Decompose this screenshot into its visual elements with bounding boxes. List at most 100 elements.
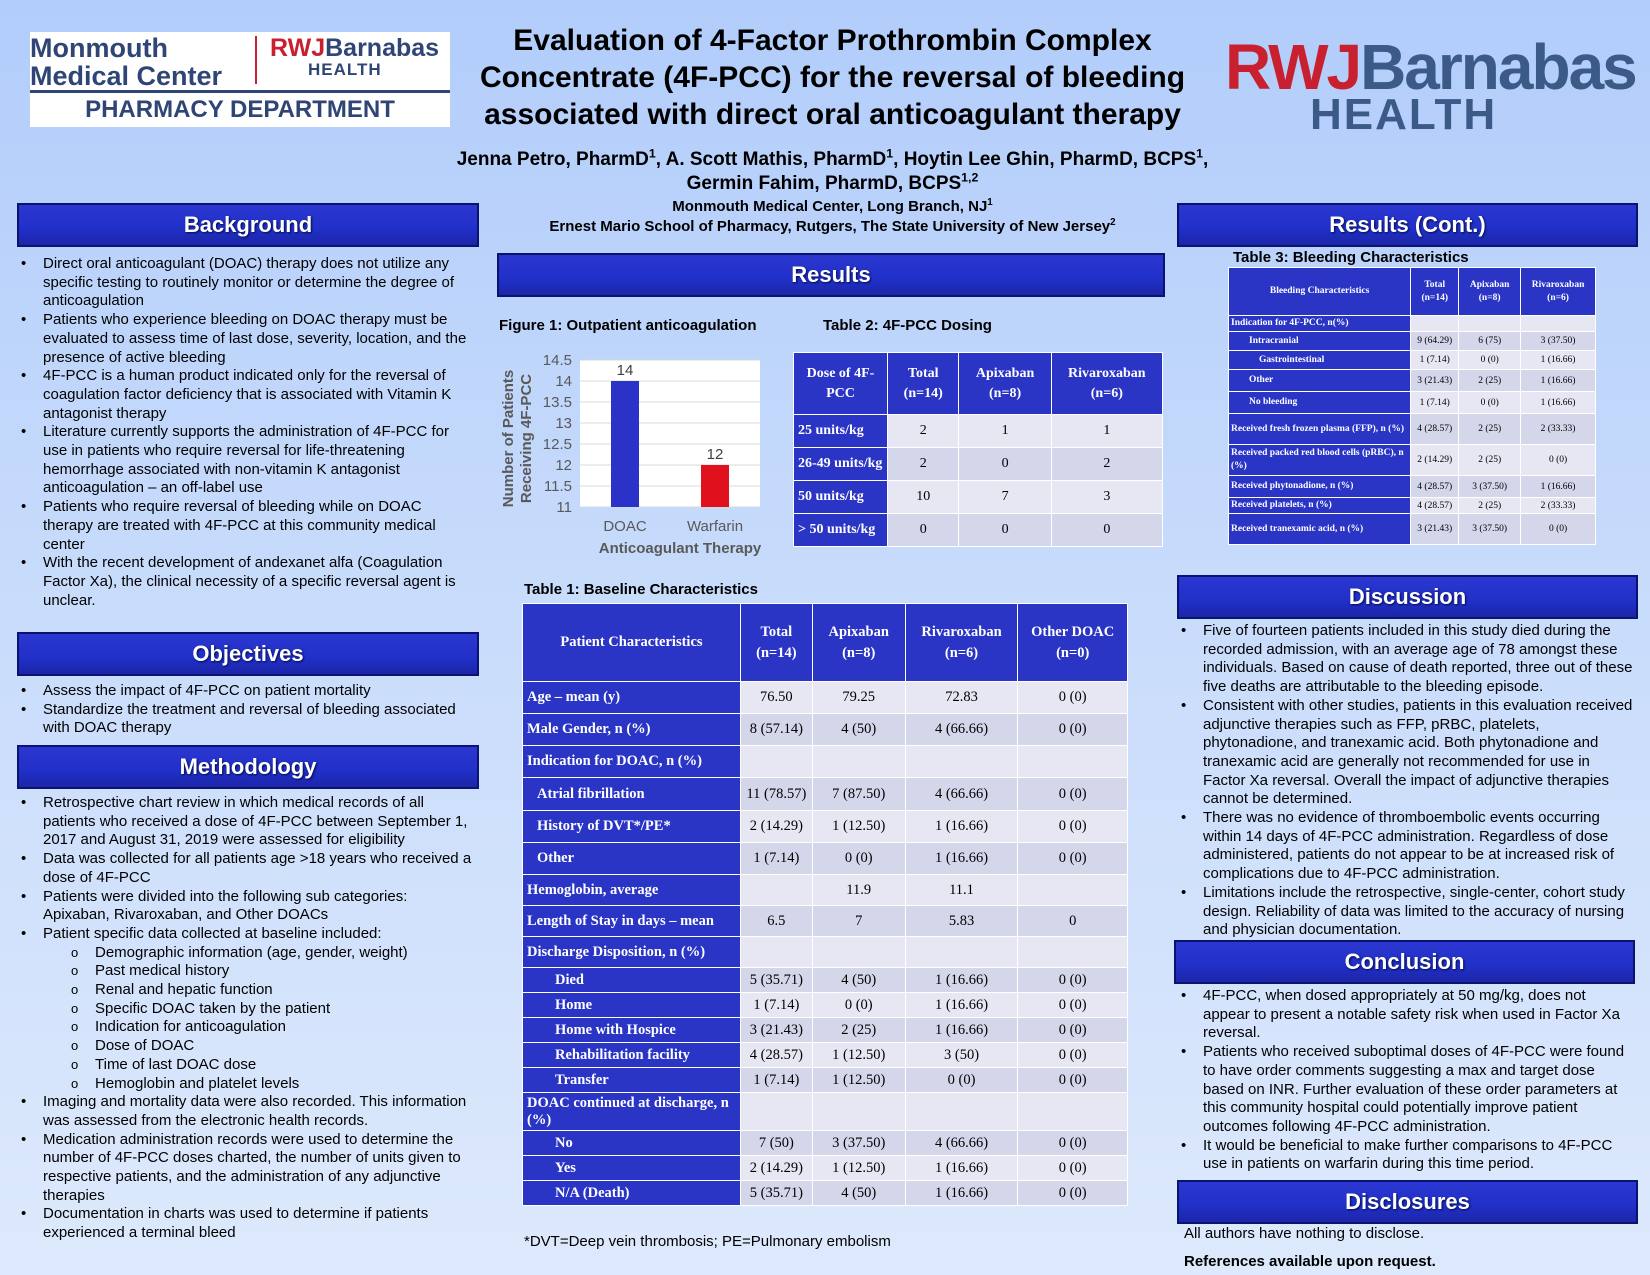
logo-rwj-large-red: RWJ (1225, 31, 1362, 103)
table-header-cell: Total (n=14) (739, 603, 813, 682)
table-cell: 0 (0) (1017, 713, 1128, 746)
y-axis-title-line2: Receiving 4F-PCC (518, 374, 535, 503)
table-cell: 1 (16.66) (904, 992, 1019, 1018)
table-cell (739, 936, 813, 968)
affiliation-1-sup: 1 (987, 197, 993, 208)
table-header-cell: Apixaban (n=8) (958, 352, 1052, 415)
table-cell: 0 (958, 447, 1052, 481)
table-row: 26-49 units/kg 2 0 2 (793, 447, 1164, 481)
table-row: Home with Hospice 3 (21.43) 2 (25) 1 (16.66… (522, 1017, 1128, 1043)
results-cont-heading: Results (Cont.) (1177, 203, 1638, 247)
background-heading: Background (17, 203, 479, 247)
bar-doac (611, 381, 639, 507)
table-row: Other 3 (21.43) 2 (25) 1 (16.66) (1227, 369, 1596, 392)
row-label-cell: Gastrointestinal (1227, 350, 1412, 370)
row-label-cell: Yes (522, 1155, 741, 1181)
y-tick-label: 13.5 (543, 394, 572, 411)
table-cell: 3 (21.43) (1410, 513, 1460, 545)
row-label-cell: Other (522, 842, 741, 875)
list-item: Patients who experience bleeding on DOAC… (17, 311, 472, 367)
table2-header-row: Dose of 4F-PCC Total (n=14) Apixaban (n=8)… (793, 352, 1164, 415)
logo-rwj-large: RWJBarnabas (1225, 35, 1638, 99)
table-cell: 4 (28.57) (1410, 497, 1460, 514)
table-cell (1017, 1092, 1128, 1131)
y-axis-title-line1: Number of Patients (500, 370, 517, 508)
row-label-cell: History of DVT*/PE* (522, 810, 741, 843)
figure1-bar-chart: 11 11.5 12 12.5 13 13.5 14 14.5 14 DOAC 12 Warfarin… (500, 352, 762, 557)
table-row: 25 units/kg 2 1 1 (793, 414, 1164, 448)
list-item: Data was collected for all patients age … (17, 850, 472, 887)
list-item: There was no evidence of thromboembolic … (1177, 809, 1635, 884)
row-label-cell: Other (1227, 369, 1412, 392)
table-row: Died 5 (35.71) 4 (50) 1 (16.66) 0 (0) (522, 967, 1128, 993)
table-cell: 0 (0) (811, 992, 906, 1018)
list-item: Time of last DOAC dose (17, 1056, 472, 1075)
list-item: Standardize the treatment and reversal o… (17, 701, 472, 738)
table-cell: 0 (0) (1458, 391, 1522, 414)
table-cell (1017, 936, 1128, 968)
table-cell: 0 (958, 513, 1052, 547)
table-cell: 0 (0) (1017, 992, 1128, 1018)
table-cell (739, 745, 813, 778)
table-cell: 4 (66.66) (904, 1130, 1019, 1156)
row-label-cell: N/A (Death) (522, 1180, 741, 1206)
list-item: Hemoglobin and platelet levels (17, 1075, 472, 1094)
table-cell (1017, 745, 1128, 778)
table-cell: 0 (0) (1017, 681, 1128, 714)
table2-body: 25 units/kg 2 1 1 26-49 units/kg 2 0 2 50 units/… (793, 414, 1164, 547)
discussion-list: Five of fourteen patients included in th… (1177, 622, 1635, 940)
row-label-cell: No bleeding (1227, 391, 1412, 414)
table-cell: 7 (50) (739, 1130, 813, 1156)
disclosures-text: All authors have nothing to disclose. (1184, 1225, 1425, 1242)
list-item: Medication administration records were u… (17, 1131, 472, 1206)
list-item: Limitations include the retrospective, s… (1177, 884, 1635, 940)
table-row: Discharge Disposition, n (%) (522, 936, 1128, 968)
table-row: Received tranexamic acid, n (%) 3 (21.43)… (1227, 513, 1596, 545)
table-cell: 0 (0) (1017, 1130, 1128, 1156)
table-cell: 1 (12.50) (811, 1067, 906, 1093)
table-cell: 0 (0) (1017, 842, 1128, 875)
list-item: Literature currently supports the admini… (17, 423, 472, 498)
table-cell: 7 (811, 905, 906, 937)
table-header-cell: Bleeding Characteristics (1227, 267, 1412, 316)
table-row: Intracranial 9 (64.29) 6 (75) 3 (37.50) (1227, 331, 1596, 351)
table3-header-row: Bleeding Characteristics Total (n=14) Apix… (1227, 267, 1596, 316)
author-affiliation-sup: 1 (648, 146, 656, 161)
disclosures-heading: Disclosures (1177, 1180, 1638, 1224)
table-cell: 10 (886, 480, 960, 514)
table-cell: 0 (0) (1458, 350, 1522, 370)
row-label-cell: Indication for 4F-PCC, n(%) (1227, 315, 1412, 332)
table-cell: 1 (16.66) (1520, 391, 1596, 414)
table1-body: Age – mean (y) 76.50 79.25 72.83 0 (0) Male G… (522, 681, 1128, 1206)
y-tick-label: 14 (555, 373, 572, 390)
table3-bleeding: Bleeding Characteristics Total (n=14) Apix… (1227, 267, 1596, 545)
logo-mmc-name: Monmouth Medical Center (30, 34, 250, 90)
objectives-list: Assess the impact of 4F-PCC on patient m… (17, 682, 472, 738)
author-separator: , (893, 149, 904, 170)
references-note: References available upon request. (1184, 1253, 1436, 1270)
table-cell (1017, 874, 1128, 906)
table-cell (904, 1092, 1019, 1131)
discussion-heading: Discussion (1177, 575, 1638, 619)
row-label-cell: 50 units/kg (793, 480, 888, 514)
table-cell: 0 (0) (1017, 1155, 1128, 1181)
table-cell: 3 (21.43) (1410, 369, 1460, 392)
table-row: Home 1 (7.14) 0 (0) 1 (16.66) 0 (0) (522, 992, 1128, 1018)
row-label-cell: Received fresh frozen plasma (FFP), n (%… (1227, 413, 1412, 445)
table-cell: 11.1 (904, 874, 1019, 906)
table-cell: 1 (16.66) (1520, 475, 1596, 498)
table-row: Age – mean (y) 76.50 79.25 72.83 0 (0) (522, 681, 1128, 714)
table-cell: 3 (37.50) (811, 1130, 906, 1156)
table-header-cell: Rivaroxaban (n=6) (904, 603, 1019, 682)
title-line-2: Concentrate (4F-PCC) for the reversal of… (479, 61, 1186, 94)
y-tick-label: 11.5 (544, 478, 572, 495)
row-label-cell: Discharge Disposition, n (%) (522, 936, 741, 968)
figure1-caption: Figure 1: Outpatient anticoagulation (499, 317, 757, 334)
author-affiliation-sup: 1 (886, 146, 894, 161)
conclusion-list: 4F-PCC, when dosed appropriately at 50 m… (1177, 987, 1632, 1174)
table-cell: 1 (7.14) (1410, 350, 1460, 370)
list-item: Past medical history (17, 962, 472, 981)
table-cell: 1 (16.66) (904, 1155, 1019, 1181)
table-cell: 4 (66.66) (904, 713, 1019, 746)
table-cell: 11.9 (811, 874, 906, 906)
